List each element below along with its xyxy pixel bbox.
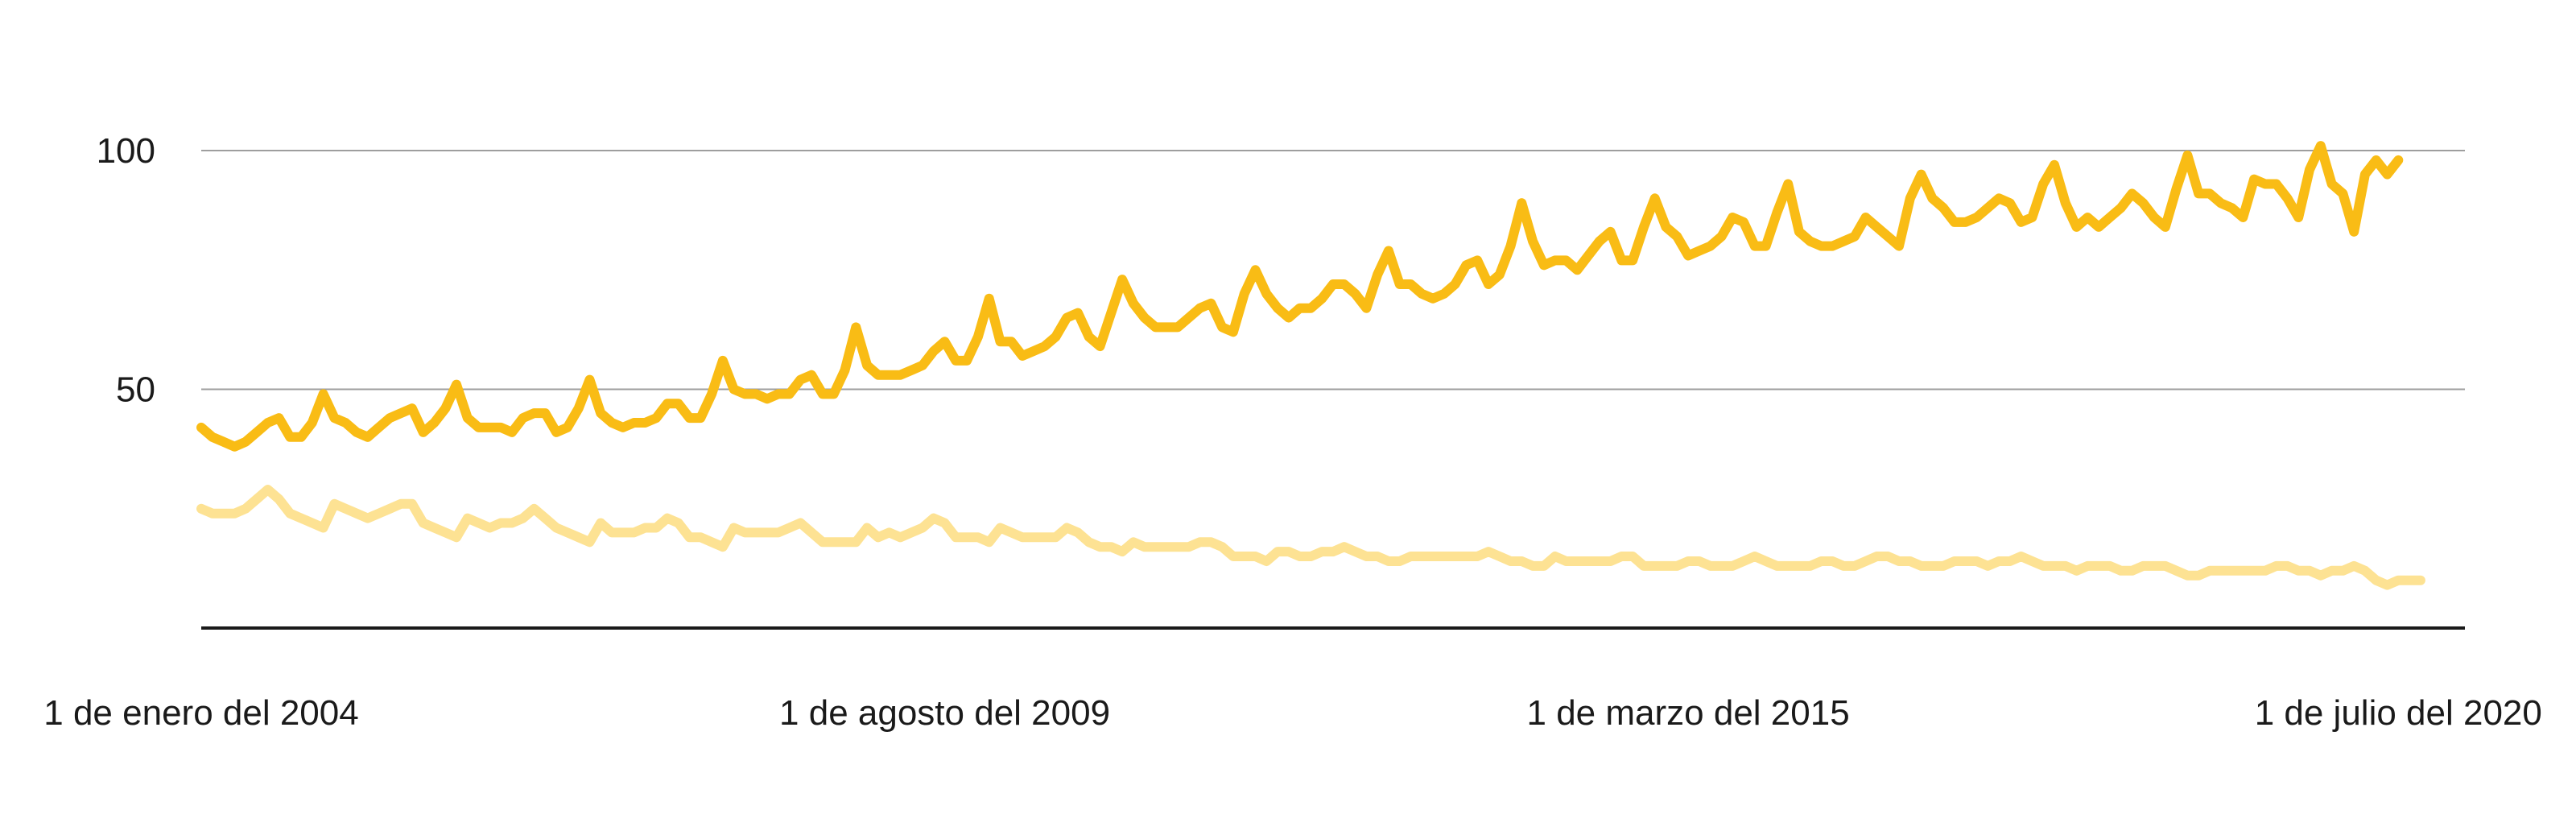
series-line-2 [196,485,2425,590]
gridlines [201,150,2465,391]
y-tick-label: 50 [116,370,155,410]
y-axis-tick-labels: 100 50 [97,131,155,410]
x-tick-label: 1 de agosto del 2009 [779,693,1110,733]
series-group [196,141,2425,590]
x-axis-tick-labels: 1 de enero del 2004 1 de agosto del 2009 1… [43,693,2542,733]
x-tick-label: 1 de enero del 2004 [43,693,358,733]
series-line-1 [196,141,2404,452]
x-tick-label: 1 de julio del 2020 [2255,693,2542,733]
y-tick-label: 100 [97,131,155,171]
x-tick-label: 1 de marzo del 2015 [1527,693,1850,733]
